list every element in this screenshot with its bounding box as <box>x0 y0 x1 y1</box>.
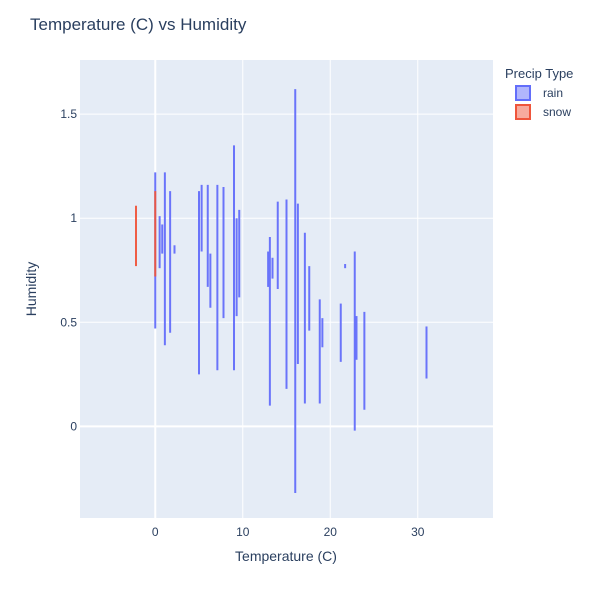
violin-marks <box>135 89 428 494</box>
legend-label-rain: rain <box>543 86 563 100</box>
legend-swatch-rain <box>515 85 531 101</box>
x-tick-label: 30 <box>411 525 425 539</box>
chart-title: Temperature (C) vs Humidity <box>30 15 247 34</box>
y-axis-title: Humidity <box>23 262 39 316</box>
y-tick-label: 1.5 <box>60 107 77 121</box>
legend-title: Precip Type <box>505 66 573 81</box>
legend-item-snow[interactable]: snow <box>515 104 571 120</box>
legend-swatch-snow <box>515 104 531 120</box>
x-tick-label: 20 <box>324 525 338 539</box>
legend-item-rain[interactable]: rain <box>515 85 563 101</box>
y-tick-label: 0.5 <box>60 315 77 329</box>
legend-label-snow: snow <box>543 105 571 119</box>
x-axis-title: Temperature (C) <box>235 548 337 564</box>
y-tick-label: 0 <box>70 419 77 433</box>
tick-labels: 0 10 20 30 0 0.5 1 1.5 <box>60 107 424 539</box>
x-tick-label: 10 <box>236 525 250 539</box>
y-tick-label: 1 <box>70 211 77 225</box>
x-tick-label: 0 <box>152 525 159 539</box>
legend: Precip Type rain snow <box>505 66 573 120</box>
